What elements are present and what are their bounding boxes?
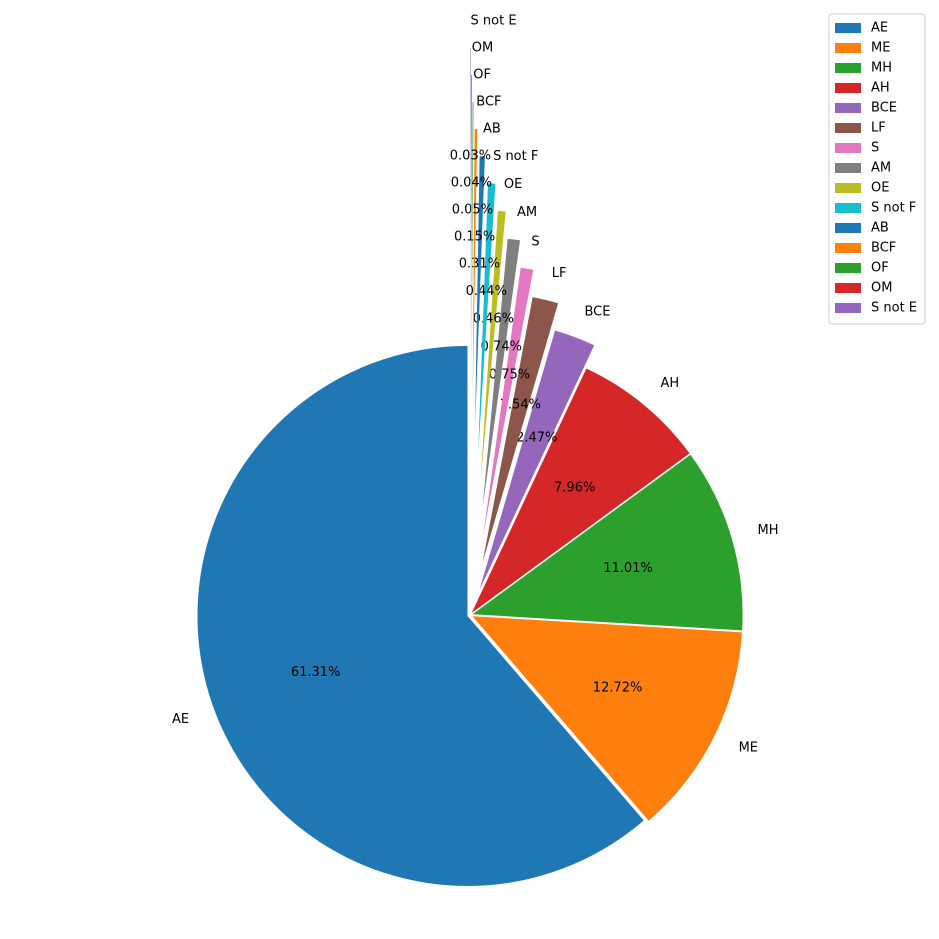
pie-slice	[197, 345, 644, 886]
pie-slice	[482, 297, 559, 563]
legend-label: OF	[871, 261, 889, 276]
slice-label: AB	[483, 122, 501, 137]
legend-swatch	[835, 283, 861, 293]
legend-swatch	[835, 23, 861, 33]
pie-slice	[475, 156, 485, 427]
legend-label: BCE	[871, 101, 897, 116]
legend-label: BCF	[871, 241, 896, 256]
legend-label: ME	[871, 41, 890, 56]
pie-slice	[483, 267, 534, 536]
legend-swatch	[835, 123, 861, 133]
legend-swatch	[835, 223, 861, 233]
slice-label: OM	[472, 41, 493, 56]
legend-label: AB	[871, 221, 889, 236]
legend-swatch	[835, 43, 861, 53]
legend-label: LF	[871, 121, 886, 136]
slice-percent: 12.72%	[593, 681, 643, 696]
pie-slice	[472, 129, 478, 400]
legend-swatch	[835, 103, 861, 113]
slice-label: BCF	[476, 95, 501, 110]
legend-label: S	[871, 141, 879, 156]
pie-slice	[470, 48, 471, 319]
slice-label: S not E	[471, 14, 517, 29]
legend-label: MH	[871, 61, 892, 76]
slice-percent: 2.47%	[516, 431, 557, 446]
slice-percent: 0.44%	[466, 284, 507, 299]
pie-slice	[472, 616, 742, 821]
legend-label: OM	[871, 281, 892, 296]
legend-swatch	[835, 303, 861, 313]
slice-percent: 0.03%	[450, 149, 491, 164]
legend-label: OE	[871, 181, 889, 196]
slice-percent: 0.74%	[481, 339, 522, 354]
slice-percent: 7.96%	[554, 480, 595, 495]
pie-slice	[478, 183, 496, 454]
pie-slice	[480, 210, 506, 481]
pie-slice	[472, 454, 743, 631]
legend-swatch	[835, 163, 861, 173]
slice-label: S not F	[493, 149, 538, 164]
slice-percent: 0.15%	[454, 230, 495, 245]
legend-label: S not E	[871, 301, 917, 316]
legend-label: AE	[871, 21, 888, 36]
slice-label: OE	[504, 177, 522, 192]
legend-swatch	[835, 263, 861, 273]
legend-swatch	[835, 143, 861, 153]
legend: AE ME MH AH BCE LF S AM OE S not F AB BCF OF OM S not …	[828, 13, 926, 325]
legend-swatch	[835, 203, 861, 213]
legend-label: AM	[871, 161, 891, 176]
pie-slice	[479, 330, 595, 590]
slice-percent: 0.04%	[451, 176, 492, 191]
slice-label: LF	[552, 266, 567, 281]
legend-label: S not F	[871, 201, 916, 216]
pie-slice	[471, 102, 474, 373]
pie-slice	[471, 368, 690, 613]
legend-swatch	[835, 63, 861, 73]
slice-percent: 0.31%	[459, 257, 500, 272]
slice-percent: 61.31%	[291, 665, 341, 680]
slice-label: AM	[517, 205, 537, 220]
slice-percent: 1.54%	[500, 397, 541, 412]
slice-label: BCE	[584, 304, 610, 319]
pie-slice	[482, 238, 521, 508]
slice-label: MH	[758, 523, 779, 538]
slice-label: ME	[739, 740, 758, 755]
legend-label: AH	[871, 81, 890, 96]
slice-percent: 0.05%	[452, 203, 493, 218]
slice-percent: 11.01%	[603, 561, 653, 576]
legend-swatch	[835, 83, 861, 93]
slice-label: OF	[473, 68, 491, 83]
slice-label: AE	[172, 712, 189, 727]
slice-label: S	[531, 235, 539, 250]
legend-swatch	[835, 243, 861, 253]
pie-slice	[470, 75, 473, 346]
slice-label: AH	[660, 376, 679, 391]
legend-swatch	[835, 183, 861, 193]
